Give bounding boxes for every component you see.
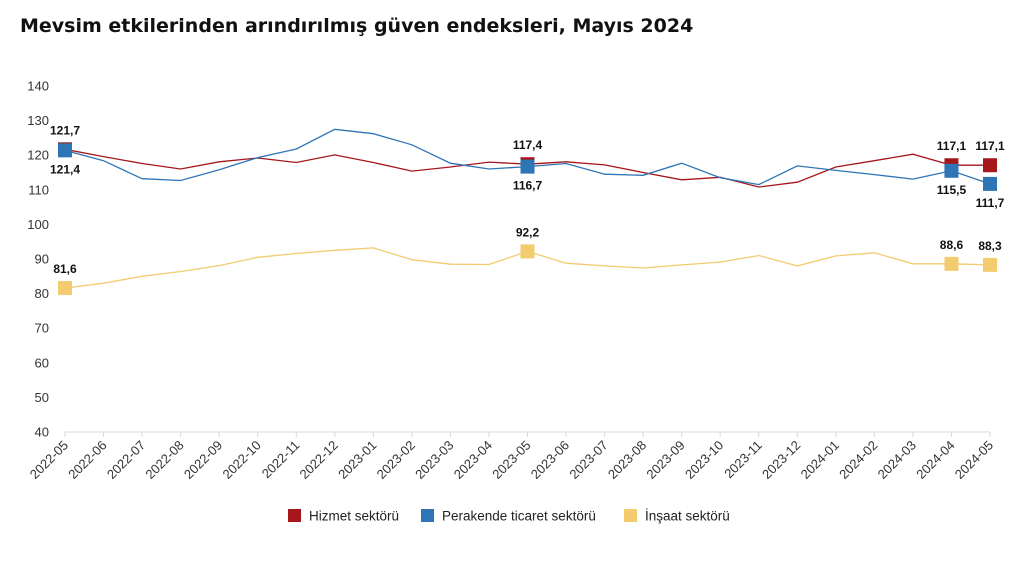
x-tick-label: 2023-03 xyxy=(412,438,456,482)
x-tick-label: 2023-10 xyxy=(682,438,726,482)
x-tick-label: 2023-11 xyxy=(721,438,765,482)
series-marker-1 xyxy=(58,143,72,158)
data-label: 116,7 xyxy=(513,179,543,193)
x-tick-label: 2024-05 xyxy=(952,438,996,482)
series-marker-0 xyxy=(983,158,997,173)
y-tick-label: 70 xyxy=(35,321,49,336)
data-label: 81,6 xyxy=(53,262,77,276)
x-tick-label: 2022-12 xyxy=(297,438,341,482)
axes: 4050607080901001101201301402022-052022-0… xyxy=(27,79,996,482)
x-tick-label: 2022-08 xyxy=(142,438,186,482)
y-tick-label: 110 xyxy=(28,182,49,197)
data-label: 92,2 xyxy=(516,225,540,239)
data-label: 117,1 xyxy=(937,139,967,153)
x-tick-label: 2022-07 xyxy=(104,438,148,482)
x-tick-label: 2024-04 xyxy=(913,438,957,482)
series-marker-2 xyxy=(520,244,535,259)
x-tick-label: 2023-01 xyxy=(335,438,379,482)
y-tick-label: 130 xyxy=(27,113,49,128)
x-tick-label: 2023-12 xyxy=(759,438,803,482)
y-tick-label: 60 xyxy=(35,355,49,370)
data-label: 115,5 xyxy=(937,183,967,197)
data-label: 88,3 xyxy=(978,239,1002,253)
x-tick-label: 2023-06 xyxy=(528,438,572,482)
y-tick-label: 40 xyxy=(35,425,49,440)
series-marker-2 xyxy=(983,257,997,272)
data-label: 88,6 xyxy=(940,238,964,252)
legend-swatch-2 xyxy=(624,509,637,522)
x-tick-label: 2023-02 xyxy=(374,438,418,482)
chart-title: Mevsim etkilerinden arındırılmış güven e… xyxy=(20,15,694,37)
data-label: 121,7 xyxy=(50,123,80,137)
x-tick-label: 2022-09 xyxy=(181,438,225,482)
y-tick-label: 140 xyxy=(27,79,49,94)
x-tick-label: 2023-04 xyxy=(451,438,495,482)
series-marker-2 xyxy=(944,256,959,271)
series-markers xyxy=(58,142,997,296)
data-label: 117,4 xyxy=(513,138,543,152)
legend-swatch-1 xyxy=(421,509,434,522)
legend-swatch-0 xyxy=(288,509,301,522)
data-label: 111,7 xyxy=(976,196,1005,210)
x-tick-label: 2024-02 xyxy=(836,438,880,482)
x-tick-label: 2024-01 xyxy=(798,438,842,482)
x-tick-label: 2023-08 xyxy=(605,438,649,482)
x-tick-label: 2023-07 xyxy=(566,438,610,482)
x-tick-label: 2022-06 xyxy=(65,438,109,482)
y-tick-label: 90 xyxy=(35,252,49,267)
series-lines xyxy=(64,128,991,289)
series-marker-1 xyxy=(944,163,959,178)
legend-label-1: Perakende ticaret sektörü xyxy=(442,509,596,524)
y-tick-label: 50 xyxy=(35,390,49,405)
series-marker-1 xyxy=(983,176,997,191)
legend-label-0: Hizmet sektörü xyxy=(309,509,399,524)
x-tick-label: 2022-11 xyxy=(259,438,303,482)
data-labels: 121,7 117,4 117,1 117,1 121,4 116,7 115,5 111,7… xyxy=(50,123,1005,276)
x-tick-label: 2023-05 xyxy=(489,438,533,482)
series-marker-1 xyxy=(520,159,535,174)
x-tick-label: 2022-10 xyxy=(219,438,263,482)
legend-label-2: İnşaat sektörü xyxy=(645,509,730,524)
legend: Hizmet sektörü Perakende ticaret sektörü İ… xyxy=(288,509,730,524)
y-tick-label: 100 xyxy=(27,217,49,232)
series-marker-2 xyxy=(58,281,72,296)
y-tick-label: 120 xyxy=(27,148,49,163)
data-label: 117,1 xyxy=(975,139,1005,153)
x-tick-label: 2022-05 xyxy=(27,438,71,482)
x-tick-label: 2023-09 xyxy=(643,438,687,482)
y-tick-label: 80 xyxy=(35,286,49,301)
data-label: 121,4 xyxy=(50,162,80,176)
x-tick-label: 2024-03 xyxy=(875,438,919,482)
